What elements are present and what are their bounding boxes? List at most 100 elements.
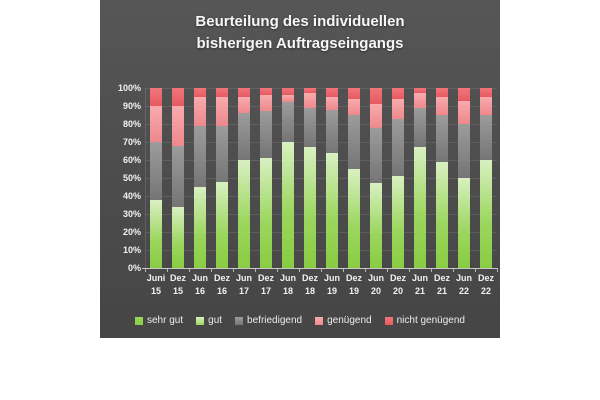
bar	[172, 88, 184, 268]
bar-segment-sehr-gut	[304, 217, 316, 268]
bar	[326, 88, 338, 268]
bar	[480, 88, 492, 268]
x-axis-label-year: 19	[326, 286, 337, 296]
bar-segment-befriedigend	[458, 123, 470, 178]
bar-segment-nicht-genuegend	[458, 88, 470, 101]
legend-label: nicht genügend	[396, 315, 465, 326]
x-axis-label: Dez 19	[343, 272, 365, 298]
x-axis-line	[142, 268, 498, 269]
x-axis-tick	[409, 269, 410, 272]
bar-segment-nicht-genuegend	[194, 88, 206, 97]
bar-segment-gut	[304, 147, 316, 218]
gridline	[145, 124, 497, 125]
bar-segment-sehr-gut	[392, 230, 404, 268]
gridline	[145, 160, 497, 161]
x-axis-label-month: Dez	[389, 273, 406, 283]
chart-panel: Beurteilung des individuellen bisherigen…	[100, 0, 500, 338]
x-axis-label: Dez 21	[431, 272, 453, 298]
bar-segment-nicht-genuegend	[436, 88, 448, 97]
bar-segment-nicht-genuegend	[370, 88, 382, 105]
x-axis-label-month: Dez	[257, 273, 274, 283]
legend-item-nicht-genuegend: nicht genügend	[384, 314, 465, 328]
bar-segment-befriedigend	[436, 115, 448, 162]
x-axis-tick	[431, 269, 432, 272]
legend-swatch-sehr-gut	[135, 317, 143, 325]
x-axis-tick	[365, 269, 366, 272]
legend-item-sehr-gut: sehr gut	[135, 314, 183, 328]
bar-segment-gut	[172, 206, 184, 245]
x-axis-label-month: Juni	[146, 273, 166, 283]
bar-segment-befriedigend	[194, 125, 206, 187]
bar-segment-befriedigend	[392, 118, 404, 177]
x-axis-tick	[255, 269, 256, 272]
x-axis-tick	[343, 269, 344, 272]
y-axis-tick-label: 10%	[122, 245, 141, 255]
bar-segment-gut	[458, 177, 470, 232]
x-axis-label: Dez 17	[255, 272, 277, 298]
bar-segment-sehr-gut	[194, 235, 206, 268]
x-axis-label-year: 16	[216, 286, 227, 296]
bar-segment-befriedigend	[238, 113, 250, 160]
bar	[150, 88, 162, 268]
legend-swatch-gut	[196, 317, 205, 325]
bar-segment-nicht-genuegend	[348, 88, 360, 99]
bar-segment-gut	[414, 147, 426, 216]
x-axis-tick	[211, 269, 212, 272]
bar-segment-sehr-gut	[480, 223, 492, 268]
bar	[304, 88, 316, 268]
legend-label: sehr gut	[147, 315, 184, 326]
x-axis-tick	[497, 269, 498, 272]
x-axis-label: Jun 21	[409, 272, 431, 298]
chart-title-line2: bisherigen Auftragseingangs	[196, 35, 404, 52]
bar-segment-gut	[238, 159, 250, 223]
bar-segment-befriedigend	[216, 125, 228, 182]
x-axis-label: Jun 22	[453, 272, 475, 298]
bar-segment-gut	[216, 181, 228, 234]
chart-title-line1: Beurteilung des individuellen	[195, 13, 405, 30]
bar-segment-befriedigend	[370, 127, 382, 184]
x-axis-label-year: 19	[348, 286, 359, 296]
bar-segment-befriedigend	[326, 109, 338, 153]
bar-segment-nicht-genuegend	[414, 88, 426, 94]
bar-segment-genuegend	[370, 104, 382, 128]
bar-segment-nicht-genuegend	[304, 88, 316, 94]
bar-segment-nicht-genuegend	[238, 88, 250, 97]
x-axis-label-month: Jun	[235, 273, 252, 283]
x-axis-label-year: 17	[260, 286, 271, 296]
bar-segment-nicht-genuegend	[260, 88, 272, 96]
y-axis-tick-label: 100%	[117, 83, 141, 93]
x-axis-label-month: Dez	[169, 273, 186, 283]
bar-segment-genuegend	[172, 106, 184, 146]
x-axis-label-year: 22	[480, 286, 491, 296]
x-axis-tick	[189, 269, 190, 272]
y-axis-tick-label: 70%	[122, 137, 141, 147]
gridline	[145, 196, 497, 197]
y-axis-tick-label: 40%	[122, 191, 141, 201]
chart-title: Beurteilung des individuellen bisherigen…	[100, 11, 500, 55]
x-axis-label-month: Jun	[411, 273, 428, 283]
bar-segment-befriedigend	[260, 111, 272, 159]
x-axis-label-year: 15	[150, 286, 161, 296]
x-axis-label-year: 20	[392, 286, 403, 296]
bar-segment-befriedigend	[348, 114, 360, 169]
bar-segment-sehr-gut	[260, 222, 272, 268]
legend: sehr gut gut befriedigend genügend nicht gen…	[100, 314, 500, 328]
x-axis-label: Jun 16	[189, 272, 211, 298]
bar-segment-genuegend	[194, 97, 206, 126]
x-axis-label-year: 21	[436, 286, 447, 296]
y-axis-tick-label: 50%	[122, 173, 141, 183]
x-axis-label-month: Jun	[323, 273, 340, 283]
bar-segment-genuegend	[260, 95, 272, 112]
bar-segment-gut	[194, 186, 206, 236]
x-axis-label-month: Dez	[433, 273, 450, 283]
bar-segment-genuegend	[436, 97, 448, 115]
bar-segment-sehr-gut	[458, 231, 470, 268]
bar-segment-gut	[260, 158, 272, 223]
x-axis-label-month: Dez	[345, 273, 362, 283]
bar-segment-sehr-gut	[216, 233, 228, 268]
x-axis-label: Jun 17	[233, 272, 255, 298]
y-axis-tick-label: 20%	[122, 227, 141, 237]
bar	[414, 88, 426, 268]
bar-segment-befriedigend	[282, 102, 294, 142]
